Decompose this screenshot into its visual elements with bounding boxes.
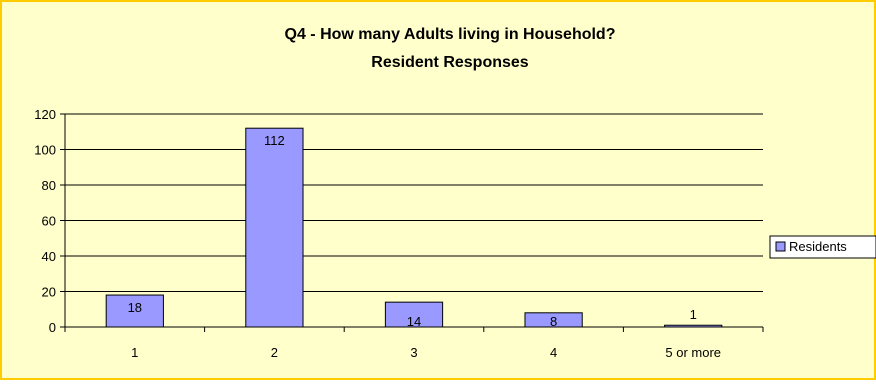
y-tick-label: 0 [49, 320, 56, 335]
x-tick-label: 4 [550, 345, 557, 360]
data-label: 14 [407, 314, 421, 329]
y-tick-label: 20 [42, 285, 56, 300]
tick-labels: 0 20 40 60 80 100 120 1 2 3 4 5 or more [34, 107, 721, 360]
bar [105, 294, 164, 328]
bars [105, 127, 723, 328]
gridlines [65, 113, 763, 292]
y-tick-label: 100 [34, 143, 56, 158]
x-tick-label: 3 [410, 345, 417, 360]
data-label: 8 [550, 314, 557, 329]
y-tick-label: 120 [34, 107, 56, 122]
legend-swatch [775, 241, 786, 252]
bar [524, 312, 583, 328]
x-tick-label: 1 [131, 345, 138, 360]
data-label: 112 [264, 133, 285, 148]
y-tick-label: 60 [42, 214, 56, 229]
x-tick-label: 5 or more [665, 345, 721, 360]
chart-title: Q4 - How many Adults living in Household… [285, 26, 616, 43]
legend: Residents [769, 235, 876, 259]
chart-subtitle: Resident Responses [371, 54, 528, 71]
bar [245, 127, 304, 328]
bar [664, 324, 723, 328]
x-tick-label: 2 [271, 345, 278, 360]
legend-label: Residents [789, 239, 847, 254]
data-label: 1 [690, 307, 697, 322]
y-tick-label: 40 [42, 249, 56, 264]
bar [384, 301, 444, 328]
data-label: 18 [128, 300, 142, 315]
y-tick-label: 80 [42, 178, 56, 193]
data-labels: 18 112 14 8 1 [128, 133, 697, 329]
legend-box [769, 235, 876, 259]
